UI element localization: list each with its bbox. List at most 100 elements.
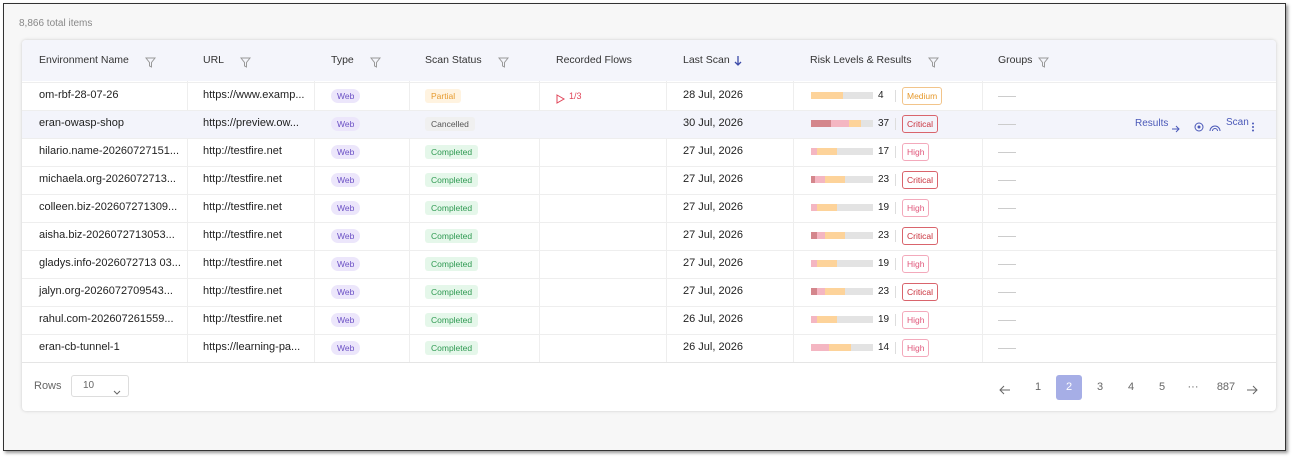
page-button[interactable]: 1 [1025,375,1051,400]
type-badge: Web [331,229,361,243]
more-icon-svg [1252,122,1254,132]
risk-bar [811,204,873,211]
table-row[interactable] [22,82,1276,111]
empty-group [998,208,1016,209]
type-badge: Web [331,285,361,299]
table-row[interactable] [22,110,1276,139]
url: http://testfire.net [203,145,282,157]
url: http://testfire.net [203,313,282,325]
url: http://testfire.net [203,173,282,185]
risk-segment [849,120,861,127]
filter-icon-svg [927,57,940,68]
next-page [1246,382,1258,400]
last-scan: 30 Jul, 2026 [683,117,743,129]
chevron-icon [113,383,121,401]
more-icon [1251,119,1255,137]
rows-label: Rows [34,380,62,392]
rows-select[interactable]: 10 [71,375,129,397]
page-button[interactable]: 3 [1087,375,1113,400]
url: http://testfire.net [203,257,282,269]
column-header[interactable]: Environment Name [39,54,129,66]
page-button[interactable]: 5 [1149,375,1175,400]
risk-segment [829,344,851,351]
filter-icon-svg [369,57,382,68]
column-header[interactable]: URL [203,54,225,66]
type-badge: Web [331,257,361,271]
url: http://testfire.net [203,201,282,213]
filter-icon [239,55,252,73]
risk-count: 14 [878,342,890,353]
column-header[interactable]: Risk Levels & Results [810,54,912,66]
column-divider [793,81,794,362]
risk-segment [817,148,837,155]
risk-segment [811,344,829,351]
risk-bar [811,260,873,267]
column-divider [187,81,188,362]
table-row[interactable] [22,138,1276,167]
risk-divider [895,174,896,186]
page-button[interactable]: 887 [1213,375,1239,400]
risk-bar [811,232,873,239]
type-badge: Web [331,313,361,327]
risk-bar [811,120,873,127]
type-badge: Web [331,89,361,103]
risk-level: High [902,311,930,329]
risk-level: Critical [902,115,938,133]
page-button[interactable]: 4 [1118,375,1144,400]
column-header[interactable]: Scan Status [425,54,482,66]
column-header[interactable]: Type [331,54,354,66]
filter-icon-svg [144,57,157,68]
table-row[interactable] [22,194,1276,223]
status-badge: Completed [425,257,479,271]
risk-level: Medium [902,87,943,105]
page-number: 887 [1216,381,1236,393]
risk-segment [811,232,817,239]
type-badge: Web [331,173,361,187]
empty-group [998,124,1016,125]
risk-segment [817,316,837,323]
filter-icon-svg [239,57,252,68]
scan-button[interactable]: Scan [1226,117,1249,128]
column-divider [409,81,410,362]
column-header[interactable]: Last Scan [683,54,730,66]
type-badge: Web [331,341,361,355]
page-number: 4 [1127,381,1135,393]
sort-icon-svg [734,56,742,66]
status-badge: Partial [425,89,462,103]
status-badge: Completed [425,201,479,215]
column-header[interactable]: Recorded Flows [556,54,632,66]
last-scan: 27 Jul, 2026 [683,229,743,241]
risk-divider [895,118,896,130]
recorded-flows: 1/3 [569,91,582,101]
table-row[interactable] [22,306,1276,335]
risk-level: High [902,199,930,217]
last-scan: 26 Jul, 2026 [683,313,743,325]
table-row[interactable] [22,278,1276,307]
column-divider [539,81,540,362]
risk-divider [895,258,896,270]
risk-segment [811,260,817,267]
risk-segment [831,120,849,127]
filter-icon [144,55,157,73]
table-row[interactable] [22,250,1276,279]
table-row[interactable] [22,222,1276,251]
risk-segment [825,176,845,183]
column-divider [982,81,983,362]
type-badge: Web [331,201,361,215]
risk-divider [895,146,896,158]
risk-count: 4 [878,90,884,101]
table-row[interactable] [22,334,1276,363]
url: http://testfire.net [203,229,282,241]
empty-group [998,320,1016,321]
results-button[interactable]: Results [1135,118,1169,129]
risk-segment [825,232,845,239]
column-header[interactable]: Groups [998,54,1033,66]
table-row[interactable] [22,166,1276,195]
page-button[interactable]: 2 [1056,375,1082,400]
arrow-icon [1172,120,1180,138]
status-badge: Completed [425,173,479,187]
environment-name: jalyn.org-2026072709543... [39,285,173,297]
filter-icon-svg [1037,57,1050,68]
column-divider [314,81,315,362]
play-icon-svg [556,94,566,104]
